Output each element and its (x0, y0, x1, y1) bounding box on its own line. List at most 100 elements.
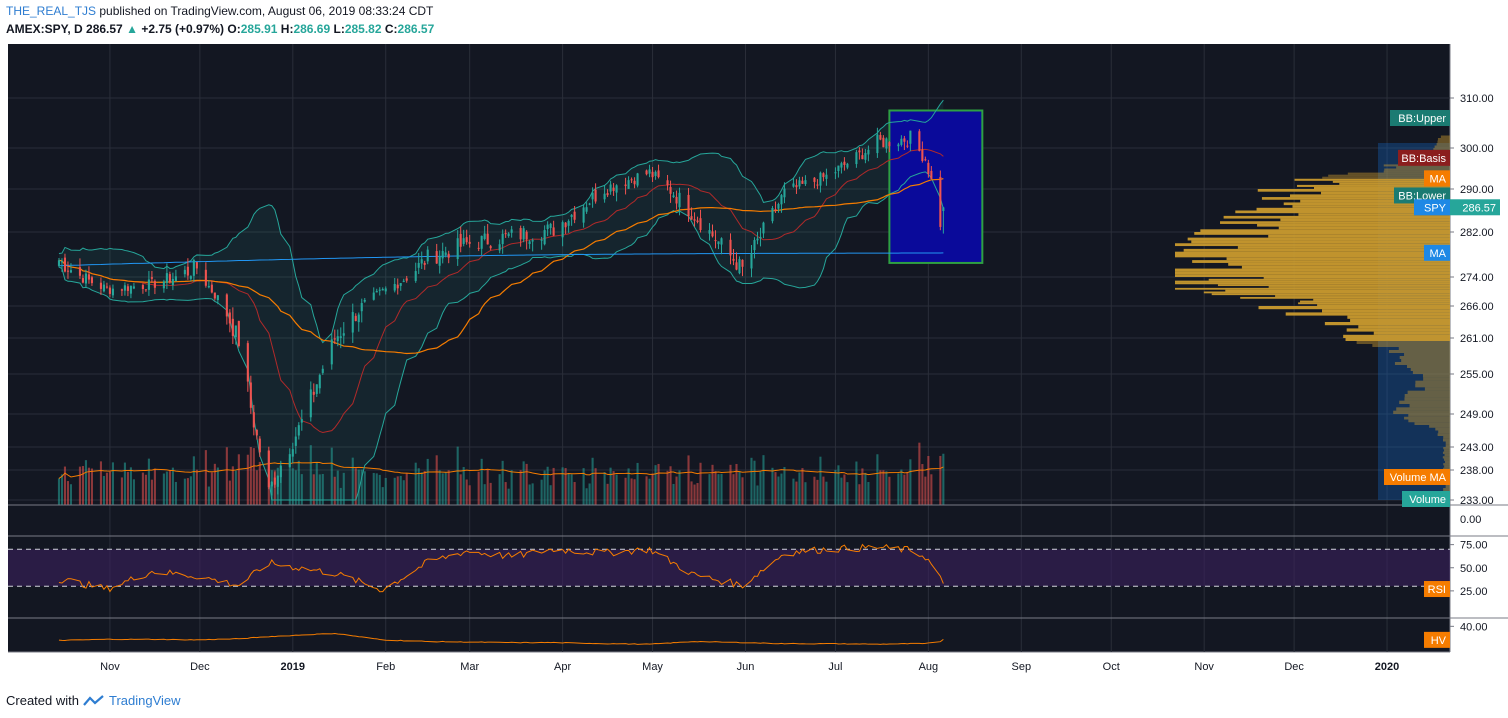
candle (519, 225, 522, 247)
bb-upper-line (58, 99, 944, 344)
candle-body (252, 412, 255, 428)
volume-profile-bar (1424, 387, 1450, 391)
symbol-name[interactable]: AMEX:SPY, D (6, 22, 83, 36)
volume-profile-bar (1268, 234, 1450, 238)
candle-body (720, 238, 723, 245)
volume-profile-bar (1407, 365, 1450, 368)
candle (840, 161, 843, 174)
candle-body (267, 450, 270, 488)
tradingview-brand[interactable]: TradingView (108, 693, 181, 708)
last-price-label-bg (1450, 199, 1500, 216)
candle (426, 246, 429, 265)
volume-profile-bar (1433, 148, 1450, 151)
volume-profile-bar (1320, 191, 1450, 195)
volume-profile-bar (1372, 344, 1450, 347)
candle-body (465, 237, 468, 243)
volume-bar (603, 472, 606, 505)
volume-profile-bar (1388, 350, 1450, 353)
author-name[interactable]: THE_REAL_TJS (6, 4, 97, 18)
volume-y-tick-label: 0.00 (1460, 514, 1481, 526)
candle-body (696, 220, 699, 223)
candle (375, 288, 378, 293)
volume-profile-bar (1263, 277, 1450, 279)
spy-label-bg (1414, 199, 1450, 216)
volume-profile-bar (1175, 251, 1450, 255)
volume-profile-bar (1408, 419, 1450, 423)
candle-body (903, 138, 906, 142)
candle-body (99, 282, 102, 289)
volume-bar (234, 470, 237, 505)
y-tick-label: 282.00 (1460, 227, 1494, 239)
candle-body (333, 338, 336, 340)
candle-body (459, 233, 462, 247)
volume-bar (636, 462, 639, 505)
volume-profile-bar (1292, 205, 1450, 208)
volume-bar (426, 458, 429, 505)
volume-profile-bar (1261, 197, 1450, 200)
candle (729, 233, 732, 265)
bollinger-fill (58, 100, 944, 500)
candle-body (456, 238, 459, 260)
volume-bar (255, 470, 258, 505)
volume-bar (918, 442, 921, 505)
candle-body (300, 419, 303, 423)
volume-profile-bar (1200, 229, 1450, 232)
volume-profile-bar (1373, 331, 1450, 335)
candle-body (774, 209, 777, 211)
candle-body (402, 280, 405, 282)
volume-bar (777, 476, 780, 505)
candle (378, 287, 381, 296)
volume-profile-bar (1445, 460, 1450, 464)
volume-bar (258, 461, 261, 505)
volume-profile-bar (1444, 458, 1450, 461)
candle-body (717, 241, 720, 245)
candle (480, 235, 483, 256)
time-axis-background (8, 652, 1508, 690)
candle (687, 187, 690, 222)
candle-body (561, 222, 564, 238)
candle (459, 226, 462, 253)
candle-body (864, 153, 867, 160)
volume-bar (531, 483, 534, 505)
candle-body (669, 187, 672, 194)
bb-basis-label: BB:Basis (1398, 149, 1450, 166)
candle-body (150, 277, 153, 279)
candle (165, 263, 168, 289)
candle (816, 179, 819, 190)
candle-body (477, 247, 480, 249)
candle (231, 307, 234, 344)
candle-body (507, 233, 510, 236)
candle (525, 230, 528, 250)
candle-body (351, 312, 354, 333)
candle-body (510, 229, 513, 233)
candle (483, 225, 486, 241)
volume-bar (363, 471, 366, 505)
chart-area[interactable]: Nov Dec 2019 Feb Mar Apr May Jun Jul Aug Sep Oct Nov… (0, 40, 1508, 690)
candle (168, 271, 171, 284)
candle-body (690, 216, 693, 220)
candle (855, 149, 858, 168)
volume-bar (399, 475, 402, 505)
volume-bar (294, 470, 297, 505)
volume-bar (291, 468, 294, 505)
candle (909, 130, 912, 152)
candle-body (573, 211, 576, 220)
volume-profile-bar (1396, 166, 1450, 169)
candle (573, 205, 576, 224)
candle (588, 202, 591, 206)
candle-body (741, 259, 744, 267)
volume-profile-bar (1442, 456, 1450, 459)
candle-body (837, 165, 840, 171)
ma-long-line (58, 252, 944, 267)
candle (669, 180, 672, 203)
hv-line (58, 632, 944, 645)
candle (174, 269, 177, 282)
volume-bar (906, 471, 909, 505)
candle (645, 169, 648, 176)
volume-bar (102, 475, 105, 505)
volume-bar (846, 482, 849, 505)
volume-bar (84, 460, 87, 505)
x-tick-label: Oct (1103, 661, 1120, 673)
candle (867, 145, 870, 162)
volume-profile-bar (1285, 312, 1450, 316)
